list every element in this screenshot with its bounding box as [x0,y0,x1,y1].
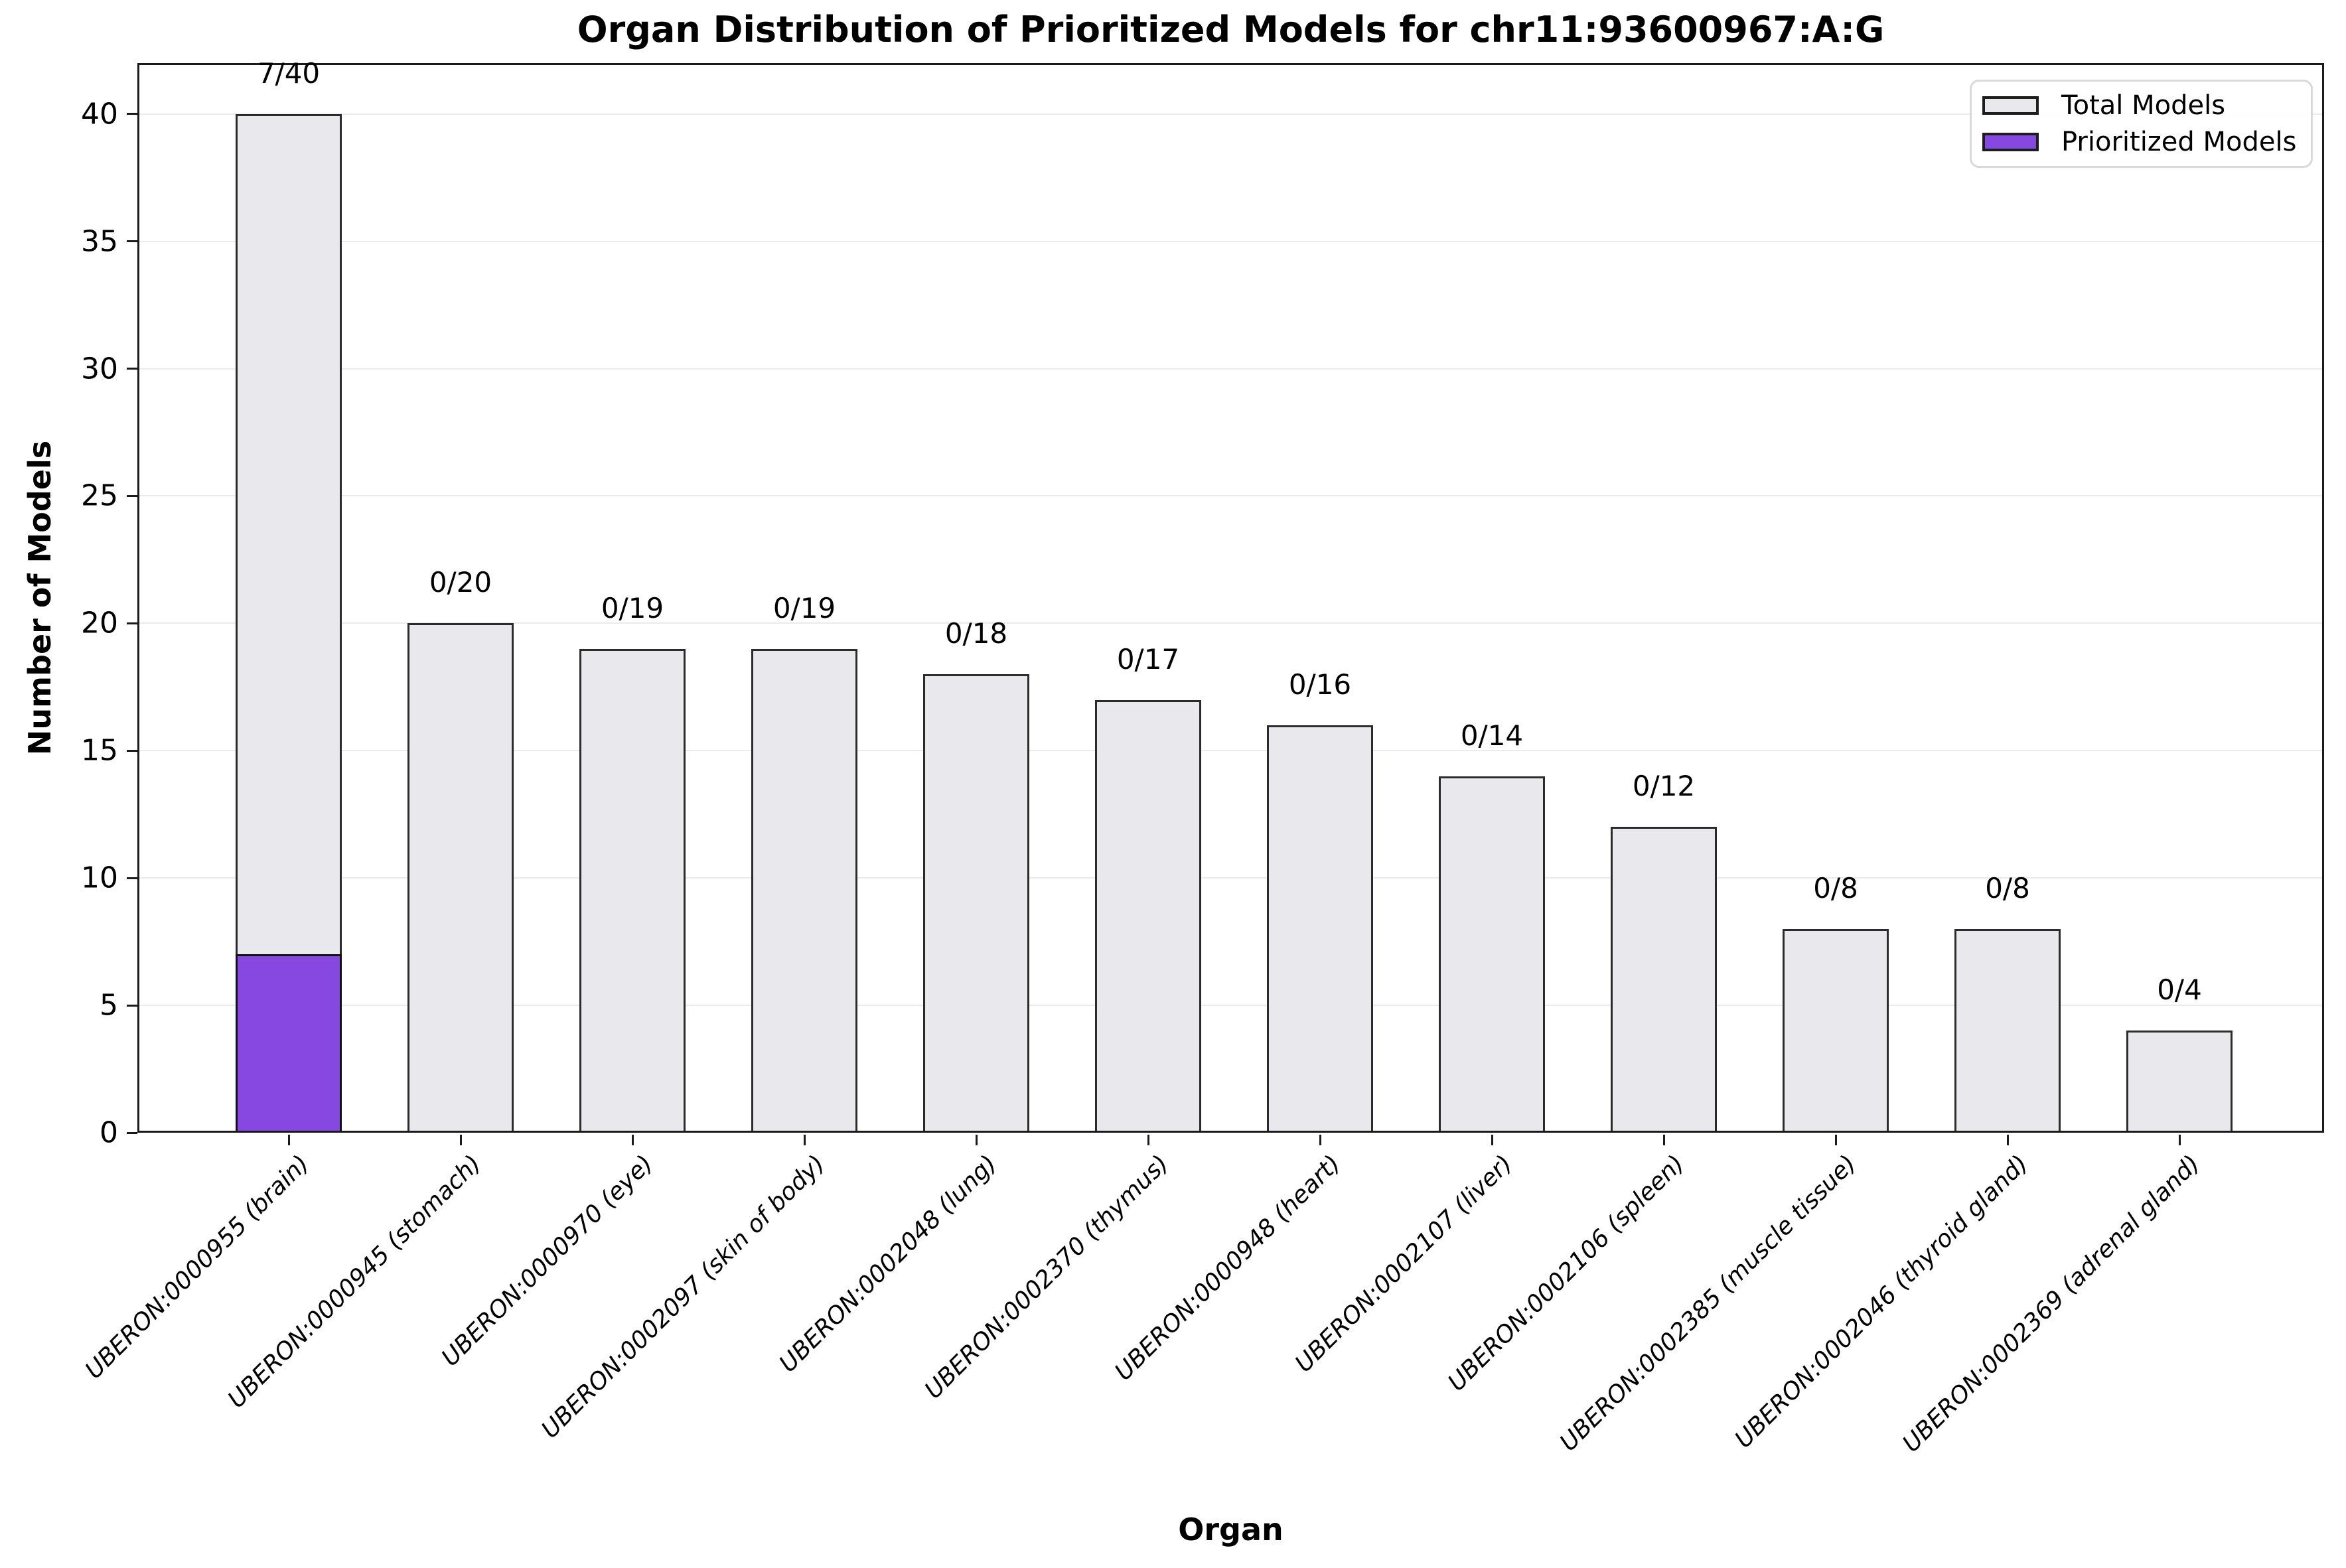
x-tick-mark [1147,1135,1149,1145]
bar-total [1611,827,1717,1133]
chart-title: Organ Distribution of Prioritized Models… [577,9,1885,50]
legend: Total Models Prioritized Models [1970,80,2313,168]
gridline-30 [139,368,2322,370]
y-tick-mark-0 [127,1131,137,1134]
y-tick-label-5: 5 [100,988,118,1023]
bar-value-label: 0/8 [1985,871,2030,904]
y-tick-mark-5 [127,1004,137,1007]
y-tick-label-15: 15 [81,733,118,768]
x-tick-mark [287,1135,290,1145]
legend-swatch-prioritized-models [1982,133,2039,151]
x-tick-mark [1834,1135,1837,1145]
bar-total [1439,776,1545,1133]
y-tick-label-40: 40 [81,97,118,131]
bar-total [923,674,1029,1133]
y-tick-label-0: 0 [100,1115,118,1150]
y-tick-mark-10 [127,877,137,879]
x-tick-mark [1491,1135,1493,1145]
x-tick-label: UBERON:0002369 (adrenal gland) [1897,1150,2205,1458]
y-tick-label-30: 30 [81,352,118,386]
gridline-5 [139,1005,2322,1007]
bar-total [1267,725,1373,1133]
gridline-10 [139,877,2322,879]
bar-total [579,648,686,1133]
bar-value-label: 0/17 [1116,642,1180,676]
x-tick-mark [803,1135,806,1145]
x-tick-mark [1662,1135,1665,1145]
gridline-35 [139,240,2322,242]
bar-value-label: 0/8 [1813,871,1858,904]
y-tick-mark-40 [127,113,137,115]
y-tick-label-10: 10 [81,861,118,895]
y-tick-label-35: 35 [81,224,118,259]
legend-item: Prioritized Models [1982,127,2298,157]
x-tick-mark [2178,1135,2181,1145]
bar-prioritized [236,954,342,1133]
bar-value-label: 0/19 [601,591,664,624]
bar-total [1954,928,2061,1133]
bar-total [2126,1031,2233,1133]
y-tick-mark-30 [127,368,137,370]
x-axis-label: Organ [1178,1512,1283,1547]
bar-value-label: 0/14 [1460,719,1524,752]
legend-swatch-total-models [1982,96,2039,115]
x-tick-mark [459,1135,462,1145]
y-tick-label-25: 25 [81,478,118,513]
bar-total [1095,699,1201,1133]
x-tick-label: UBERON:0002385 (muscle tissue) [1554,1150,1862,1457]
x-tick-label: UBERON:0002046 (thyroid gland) [1729,1150,2033,1454]
gridline-25 [139,495,2322,497]
x-tick-label: UBERON:0002097 (skin of body) [536,1150,830,1444]
x-tick-mark [975,1135,978,1145]
y-tick-mark-25 [127,494,137,497]
y-tick-mark-35 [127,240,137,243]
bar-total [751,648,857,1133]
y-tick-mark-20 [127,622,137,624]
gridline-40 [139,113,2322,115]
bar-value-label: 0/18 [944,617,1008,650]
bar-total [407,623,514,1133]
bar-total [1783,928,1889,1133]
bar-value-label: 7/40 [257,56,321,90]
legend-item: Total Models [1982,90,2298,121]
bar-value-label: 0/16 [1288,668,1352,701]
legend-label: Total Models [2061,90,2226,121]
bar-value-label: 0/12 [1632,770,1696,803]
x-tick-mark [2006,1135,2009,1145]
x-tick-mark [631,1135,634,1145]
bar-value-label: 0/20 [429,566,492,599]
y-tick-mark-15 [127,749,137,752]
gridline-20 [139,622,2322,624]
bar-value-label: 0/19 [772,591,836,624]
bar-value-label: 0/4 [2157,973,2202,1007]
x-tick-mark [1319,1135,1321,1145]
gridline-15 [139,750,2322,752]
y-tick-label-20: 20 [81,606,118,640]
legend-label: Prioritized Models [2061,127,2297,157]
